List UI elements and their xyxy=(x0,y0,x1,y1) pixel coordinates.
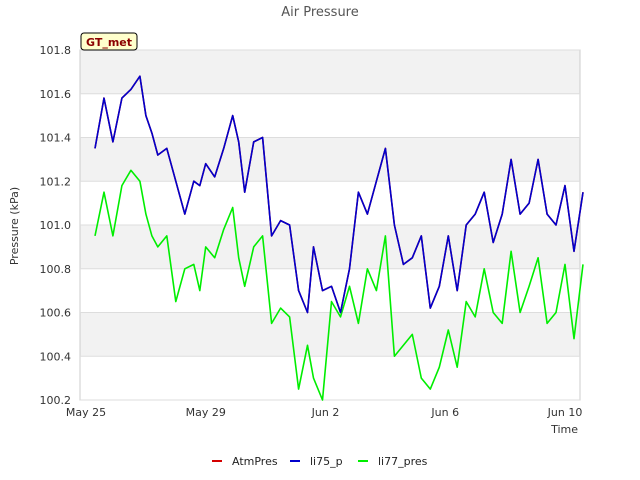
x-tick-label: Jun 6 xyxy=(430,406,459,419)
legend: AtmPres li75_p li77_pres xyxy=(212,455,428,468)
legend-label: li75_p xyxy=(310,455,343,468)
legend-label: AtmPres xyxy=(232,455,278,468)
plot-band xyxy=(80,137,580,182)
plot-band xyxy=(80,225,580,269)
y-tick-label: 101.0 xyxy=(40,219,72,232)
series-lines xyxy=(94,75,584,401)
plot-band xyxy=(80,356,580,400)
y-tick-label: 100.8 xyxy=(40,263,72,276)
badge-label: GT_met xyxy=(86,36,132,49)
x-tick-label: May 29 xyxy=(186,406,226,419)
gridlines xyxy=(80,49,580,401)
series-line-li77_pres xyxy=(94,169,584,401)
y-axis-label: Pressure (kPa) xyxy=(8,187,21,265)
x-tick-labels: May 25 May 29 Jun 2 Jun 6 Jun 10 xyxy=(66,406,583,419)
plot-band xyxy=(80,50,580,94)
plot-band xyxy=(80,268,580,313)
x-axis-label: Time xyxy=(550,423,578,436)
y-tick-labels: 100.2 100.4 100.6 100.8 101.0 101.2 101.4 101.6… xyxy=(40,44,72,407)
y-tick-label: 101.2 xyxy=(40,175,72,188)
badge-box xyxy=(80,32,138,51)
legend-label: li77_pres xyxy=(378,455,428,468)
chart-title: Air Pressure xyxy=(281,5,359,20)
series-line-li75_p xyxy=(94,75,584,314)
plot-band xyxy=(80,93,580,138)
y-tick-label: 100.4 xyxy=(40,350,72,363)
gt-met-badge: GT_met xyxy=(80,32,138,51)
y-tick-label: 100.6 xyxy=(40,307,72,320)
y-tick-label: 101.6 xyxy=(40,88,72,101)
x-tick-label: Jun 10 xyxy=(547,406,583,419)
plot-band xyxy=(80,181,580,225)
y-tick-label: 101.4 xyxy=(40,132,72,145)
y-tick-label: 101.8 xyxy=(40,44,72,57)
x-tick-label: Jun 2 xyxy=(311,406,340,419)
y-tick-label: 100.2 xyxy=(40,394,72,407)
x-tick-label: May 25 xyxy=(66,406,106,419)
